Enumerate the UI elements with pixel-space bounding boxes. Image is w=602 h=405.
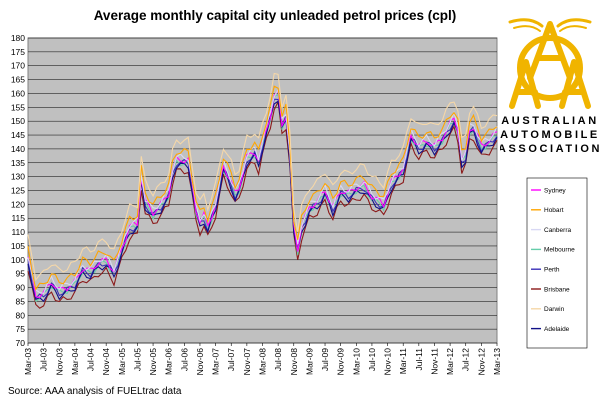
x-tick-label: Jul-10 — [367, 348, 377, 371]
y-tick-label: 135 — [11, 158, 25, 168]
legend-label: Canberra — [544, 227, 571, 234]
y-tick-label: 105 — [11, 241, 25, 251]
x-tick-label: Jul-05 — [132, 348, 142, 371]
x-tick-label: Jul-09 — [320, 348, 330, 371]
x-tick-label: Nov-08 — [289, 348, 299, 376]
y-tick-label: 90 — [16, 283, 26, 293]
legend-label: Hobart — [544, 207, 564, 214]
logo-line-3: ASSOCIATION — [500, 143, 600, 155]
legend-label: Perth — [544, 267, 560, 274]
x-tick-label: Mar-11 — [398, 348, 408, 375]
y-tick-label: 145 — [11, 130, 25, 140]
legend-label: Melbourne — [544, 247, 575, 254]
x-tick-label: Mar-07 — [211, 348, 221, 375]
x-tick-label: Mar-13 — [492, 348, 502, 375]
y-axis: 70 75 80 85 90 95 100 105 110 115 120 125 130 135 140 1… — [11, 33, 25, 348]
x-tick-label: Mar-05 — [117, 348, 127, 375]
x-tick-label: Nov-03 — [54, 348, 64, 376]
chart-title: Average monthly capital city unleaded pe… — [93, 8, 457, 23]
y-tick-label: 140 — [11, 144, 25, 154]
y-tick-label: 80 — [16, 310, 26, 320]
y-tick-label: 155 — [11, 102, 25, 112]
y-tick-label: 115 — [11, 213, 25, 223]
x-tick-label: Nov-06 — [195, 348, 205, 376]
x-tick-label: Nov-12 — [476, 348, 486, 376]
y-tick-label: 85 — [16, 296, 26, 306]
x-tick-label: Nov-07 — [242, 348, 252, 376]
y-tick-label: 70 — [16, 338, 26, 348]
x-tick-label: Nov-05 — [148, 348, 158, 376]
y-tick-label: 75 — [16, 324, 26, 334]
y-tick-label: 180 — [11, 33, 25, 43]
x-tick-label: Nov-09 — [336, 348, 346, 376]
x-tick-label: Jul-12 — [461, 348, 471, 371]
y-tick-label: 175 — [11, 47, 25, 57]
y-tick-label: 165 — [11, 75, 25, 85]
logo-line-1: AUSTRALIAN — [501, 115, 599, 127]
y-tick-label: 120 — [11, 199, 25, 209]
series-line-hobart — [27, 85, 498, 291]
x-tick-label: Mar-12 — [445, 348, 455, 375]
y-tick-label: 125 — [11, 186, 25, 196]
legend-box — [526, 177, 588, 349]
logo-line-2: AUTOMOBILE — [500, 129, 600, 141]
x-tick-label: Mar-08 — [258, 348, 268, 375]
series-line-darwin — [27, 72, 498, 282]
x-tick-label: Mar-04 — [70, 348, 80, 375]
series-line-perth — [27, 98, 498, 300]
x-tick-label: Mar-06 — [164, 348, 174, 375]
y-tick-label: 100 — [11, 255, 25, 265]
x-tick-label: Jul-11 — [414, 348, 424, 371]
x-tick-label: Jul-07 — [226, 348, 236, 371]
x-tick-label: Jul-06 — [179, 348, 189, 371]
y-tick-label: 95 — [16, 269, 26, 279]
legend-label: Brisbane — [544, 286, 570, 293]
x-tick-label: Jul-04 — [86, 348, 96, 371]
y-tick-label: 130 — [11, 172, 25, 182]
x-tick-label: Mar-10 — [351, 348, 361, 375]
x-axis: Mar-03 Jul-03 Nov-03 Mar-04 Jul-04 Nov-04 Mar-… — [23, 343, 502, 375]
x-tick-label: Nov-11 — [429, 348, 439, 375]
y-tick-label: 160 — [11, 88, 25, 98]
legend: Sydney Hobart Canberra Melbourne Perth Brisba… — [526, 177, 588, 349]
gridlines — [28, 37, 497, 344]
legend-label: Adelaide — [544, 326, 570, 333]
x-tick-label: Nov-04 — [101, 348, 111, 376]
source-note: Source: AAA analysis of FUELtrac data — [8, 386, 182, 397]
aaa-logo: AUSTRALIAN AUTOMOBILE ASSOCIATION — [500, 18, 600, 155]
y-tick-label: 170 — [11, 61, 25, 71]
legend-label: Darwin — [544, 306, 565, 313]
logo-monogram-icon — [508, 18, 592, 109]
x-tick-label: Mar-09 — [304, 348, 314, 375]
x-tick-label: Nov-10 — [383, 348, 393, 376]
series-line-adelaide — [27, 100, 498, 303]
legend-label: Sydney — [544, 187, 566, 194]
y-tick-label: 150 — [11, 116, 25, 126]
x-tick-label: Jul-03 — [39, 348, 49, 371]
x-tick-label: Mar-03 — [23, 348, 33, 375]
y-tick-label: 110 — [11, 227, 25, 237]
series-lines — [27, 72, 498, 309]
x-tick-label: Jul-08 — [273, 348, 283, 371]
